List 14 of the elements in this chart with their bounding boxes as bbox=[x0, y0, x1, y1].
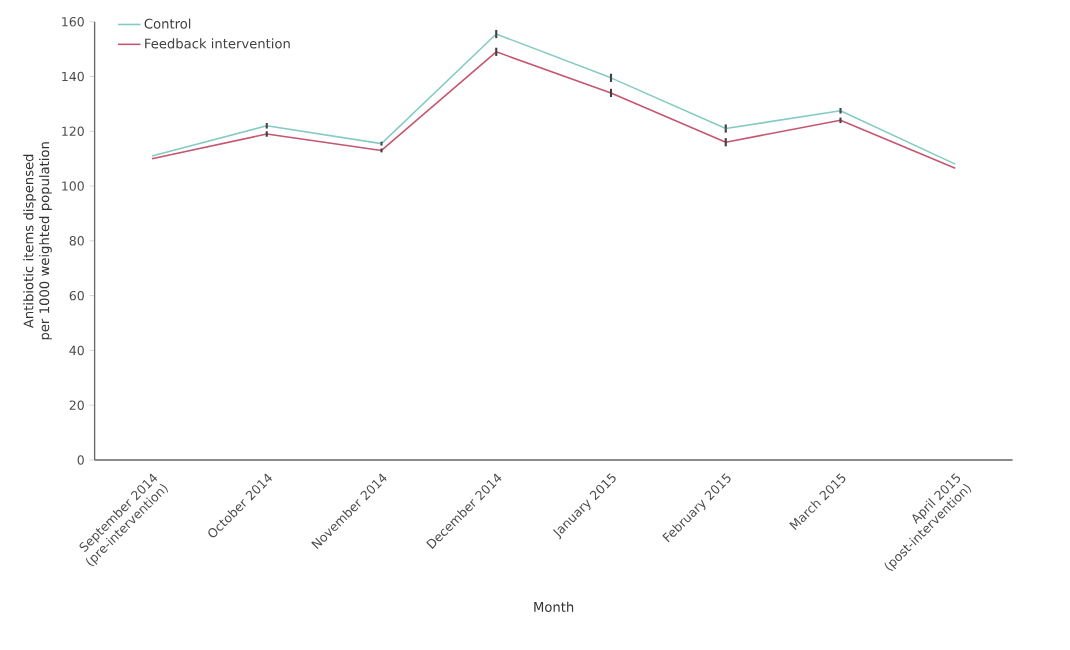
line-series bbox=[151, 50, 957, 169]
y-tick-label: 120 bbox=[62, 126, 84, 136]
y-tick-label: 0 bbox=[77, 455, 84, 465]
y-axis-title: Antibiotic items dispensed per 1000 weighted population bbox=[23, 142, 52, 340]
y-tick-label: 160 bbox=[62, 16, 84, 27]
legend-label: Control bbox=[144, 18, 191, 29]
x-axis-title: Month bbox=[534, 601, 574, 612]
y-tick-label: 20 bbox=[69, 400, 84, 410]
y-tick-label: 80 bbox=[69, 235, 84, 246]
y-tick-label: 140 bbox=[62, 71, 84, 81]
legend-label: Feedback intervention bbox=[145, 38, 290, 49]
y-tick-label: 60 bbox=[69, 290, 84, 301]
y-tick-label: 40 bbox=[69, 345, 84, 355]
y-tick-label: 100 bbox=[62, 181, 84, 191]
